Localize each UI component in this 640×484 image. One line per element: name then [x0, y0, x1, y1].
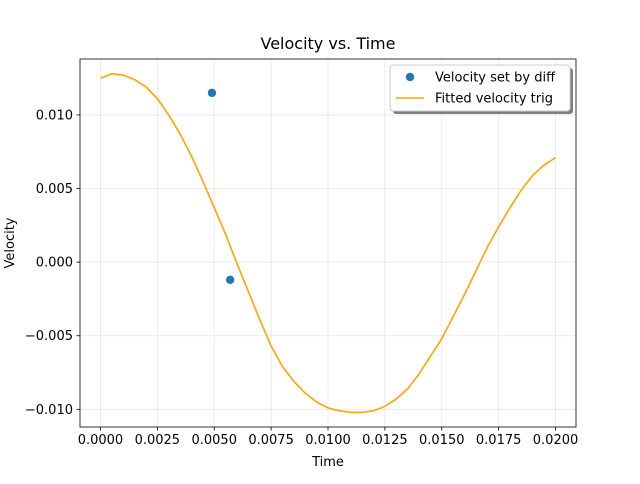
scatter-point [225, 275, 235, 284]
x-tick-label: 0.0025 [135, 433, 181, 448]
y-axis-label: Velocity [3, 217, 18, 268]
y-tick-label: 0.010 [36, 108, 73, 123]
y-tick-label: −0.010 [25, 403, 73, 418]
fitted-velocity-line [100, 72, 556, 414]
legend-scatter-marker [405, 72, 415, 82]
plot-series [100, 72, 556, 414]
x-tick-label: 0.0125 [362, 433, 408, 448]
x-tick-label: 0.0175 [476, 433, 522, 448]
grid [80, 59, 576, 427]
x-tick-label: 0.0200 [533, 433, 579, 448]
x-tick-label: 0.0075 [248, 433, 294, 448]
x-axis-label: Time [311, 455, 344, 470]
x-tick-label: 0.0100 [305, 433, 351, 448]
legend: Velocity set by diff Fitted velocity tri… [389, 64, 573, 114]
y-tick-label: 0.005 [36, 182, 73, 197]
legend-label-line: Fitted velocity trig [435, 92, 553, 107]
x-tick-label: 0.0150 [419, 433, 465, 448]
scatter-point [207, 88, 217, 98]
y-tick-label: −0.005 [25, 329, 73, 344]
chart-title: Velocity vs. Time [261, 34, 396, 53]
legend-label-scatter: Velocity set by diff [435, 71, 556, 86]
axis-ticks: 0.0000 0.0025 0.0050 0.0075 0.0100 0.0125 0.01… [25, 108, 578, 448]
x-tick-label: 0.0050 [191, 433, 237, 448]
x-tick-label: 0.0000 [78, 433, 124, 448]
legend-box [389, 64, 571, 112]
y-tick-label: 0.000 [36, 256, 73, 271]
